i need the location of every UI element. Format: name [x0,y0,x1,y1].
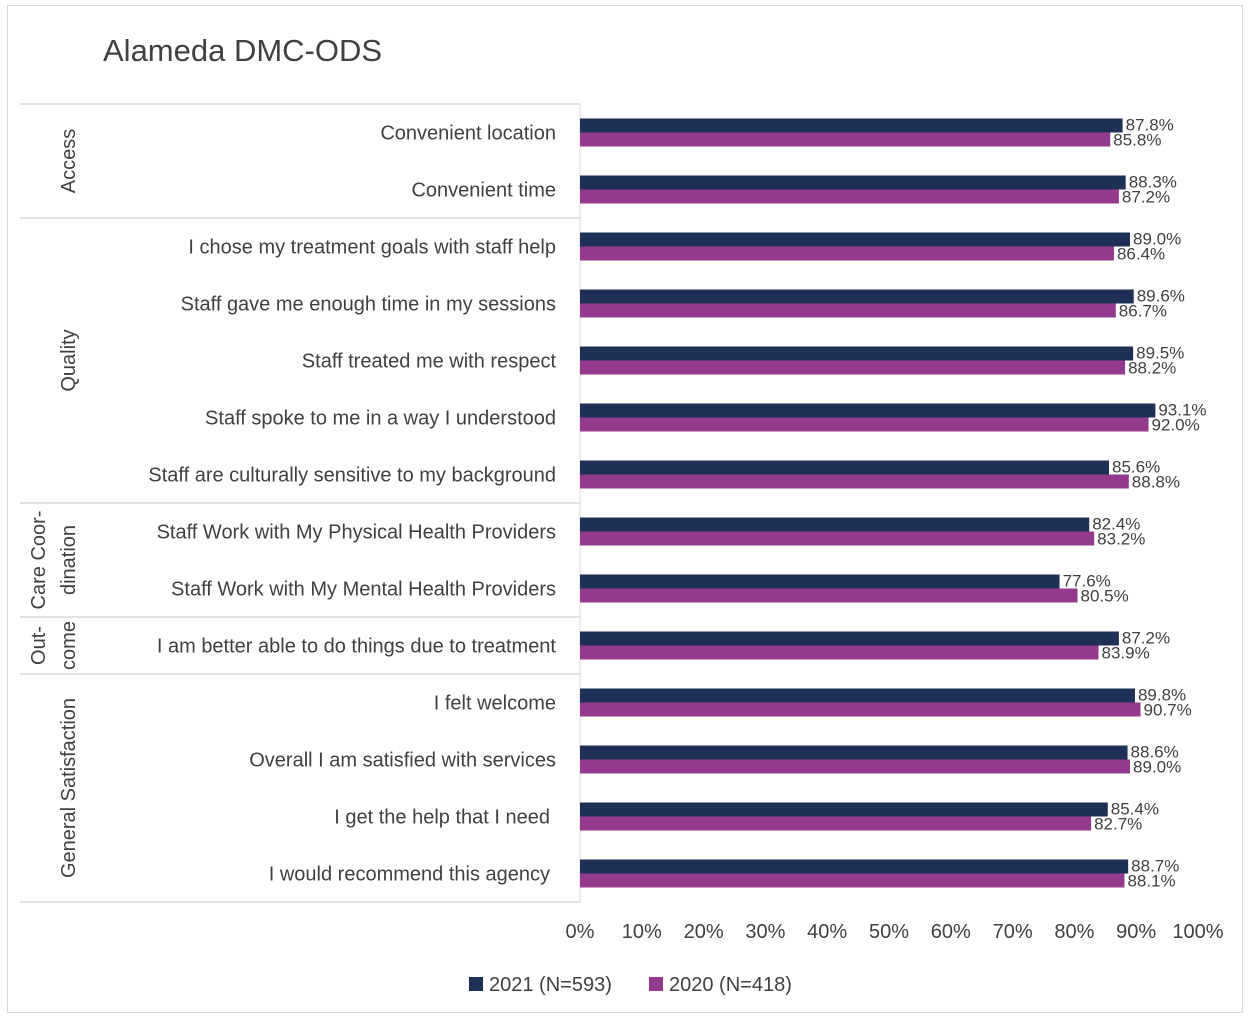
data-label: 88.7% [1131,857,1179,876]
data-label: 86.4% [1117,245,1165,264]
data-label: 86.7% [1119,302,1167,321]
bar-series-2 [580,417,1149,432]
x-tick-label: 0% [566,921,595,943]
category-label: Staff Work with My Mental Health Provide… [171,579,556,601]
bar-series-2 [580,816,1092,831]
data-label: 89.8% [1138,686,1186,705]
bar-series-1 [580,232,1131,247]
data-label: 88.2% [1128,359,1176,378]
data-label: 85.8% [1113,131,1161,150]
bar-series-1 [580,574,1060,589]
x-tick-label: 50% [869,921,909,943]
legend-label: 2021 (N=593) [489,974,612,996]
bar-series-1 [580,688,1135,703]
category-label: Convenient time [411,180,556,202]
group-label: dination [58,525,80,595]
data-label: 82.4% [1092,515,1140,534]
data-label: 88.1% [1127,872,1175,891]
legend-label: 2020 (N=418) [669,974,792,996]
x-tick-label: 10% [622,921,662,943]
data-label: 89.0% [1133,758,1181,777]
data-label: 87.2% [1122,629,1170,648]
category-label: I felt welcome [434,693,556,715]
category-label: Convenient location [380,123,556,145]
x-tick-label: 90% [1116,921,1156,943]
category-label: I get the help that I need [334,807,550,829]
x-tick-label: 80% [1054,921,1094,943]
x-tick-label: 20% [684,921,724,943]
data-label: 85.4% [1111,800,1159,819]
category-label: Staff gave me enough time in my sessions [181,294,556,316]
chart-frame [7,5,1243,1013]
x-tick-label: 70% [993,921,1033,943]
category-label: Staff are culturally sensitive to my bac… [148,465,556,487]
data-label: 88.6% [1131,743,1179,762]
bar-series-2 [580,873,1125,888]
data-label: 90.7% [1144,701,1192,720]
bar-series-2 [580,360,1126,375]
data-label: 87.8% [1126,116,1174,135]
category-label: I am better able to do things due to tre… [157,636,557,658]
x-tick-label: 40% [807,921,847,943]
data-label: 89.6% [1137,287,1185,306]
data-label: 77.6% [1063,572,1111,591]
group-label: General Satisfaction [58,698,80,878]
category-label: Staff spoke to me in a way I understood [205,408,556,430]
category-label: I would recommend this agency [269,864,550,886]
data-label: 87.2% [1122,188,1170,207]
group-label: Care Coor- [28,511,50,610]
x-tick-label: 30% [745,921,785,943]
bar-series-1 [580,346,1134,361]
category-label: I chose my treatment goals with staff he… [188,237,556,259]
data-label: 93.1% [1158,401,1206,420]
legend-swatch [469,977,483,991]
legend-swatch [649,977,663,991]
bar-series-1 [580,460,1110,475]
data-label: 89.5% [1136,344,1184,363]
data-label: 83.2% [1097,530,1145,549]
group-label: Quality [58,329,80,391]
bar-series-2 [580,702,1141,717]
bar-series-1 [580,745,1128,760]
data-label: 82.7% [1094,815,1142,834]
data-label: 80.5% [1080,587,1128,606]
category-label: Staff treated me with respect [302,351,557,373]
bar-series-2 [580,303,1116,318]
bar-series-2 [580,474,1129,489]
data-label: 88.3% [1129,173,1177,192]
group-label: come [58,621,80,670]
bar-series-2 [580,132,1111,147]
bar-series-1 [580,403,1156,418]
category-label: Overall I am satisfied with services [249,750,556,772]
bar-series-2 [580,246,1114,261]
data-label: 85.6% [1112,458,1160,477]
group-label: Out- [28,626,50,665]
data-label: 92.0% [1152,416,1200,435]
group-label: Access [58,129,80,193]
bar-series-2 [580,189,1119,204]
bar-series-1 [580,517,1090,532]
bar-series-1 [580,289,1134,304]
x-tick-label: 100% [1172,921,1223,943]
bar-series-2 [580,759,1131,774]
bar-series-1 [580,802,1108,817]
bar-series-1 [580,118,1123,133]
data-label: 83.9% [1102,644,1150,663]
bar-series-1 [580,859,1129,874]
bar-series-1 [580,175,1126,190]
chart-title: Alameda DMC-ODS [103,33,382,68]
data-label: 88.8% [1132,473,1180,492]
bar-series-2 [580,645,1099,660]
bar-series-1 [580,631,1119,646]
bar-series-2 [580,588,1078,603]
x-tick-label: 60% [931,921,971,943]
category-label: Staff Work with My Physical Health Provi… [157,522,556,544]
bar-series-2 [580,531,1095,546]
data-label: 89.0% [1133,230,1181,249]
